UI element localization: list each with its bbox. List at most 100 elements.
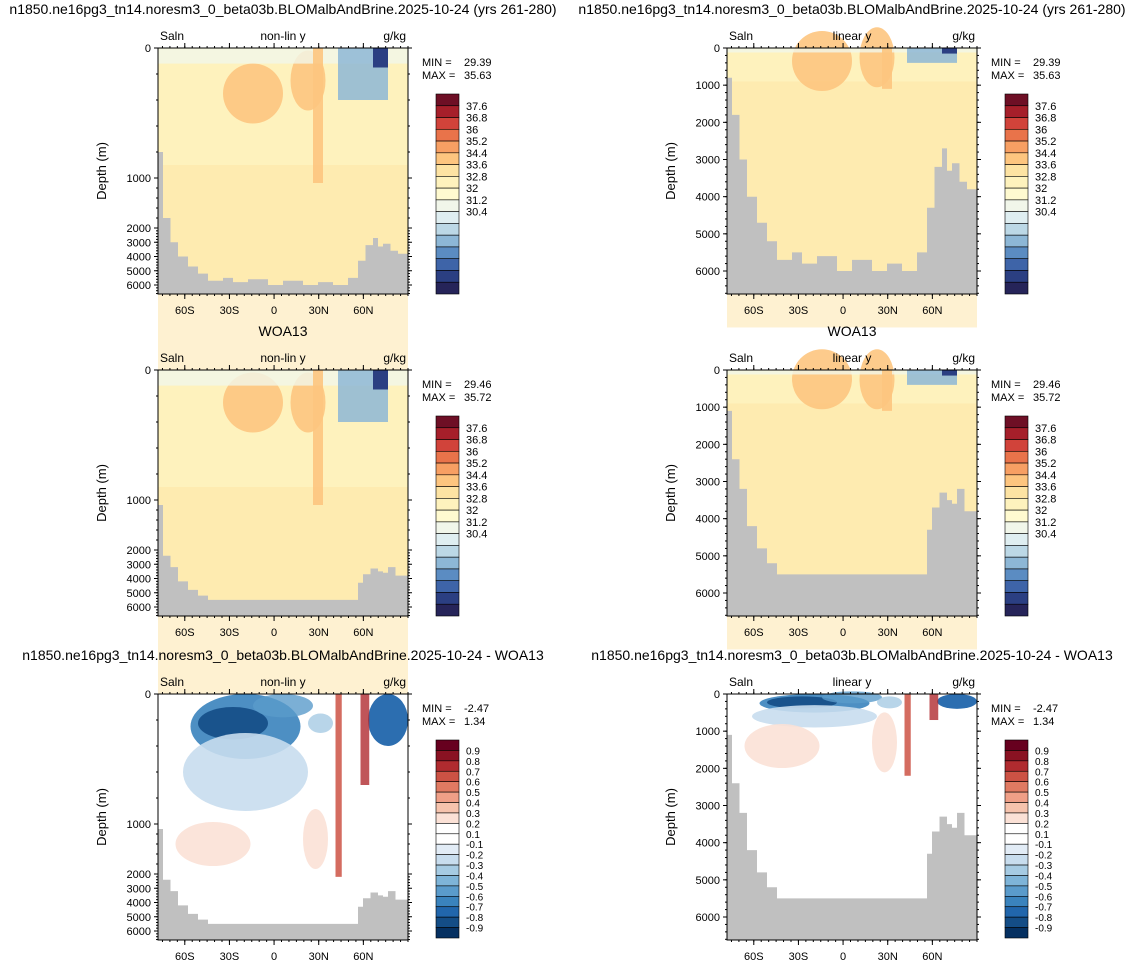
field-anomaly (175, 822, 251, 866)
field-layer (223, 372, 283, 433)
x-tick-label: 60S (175, 951, 195, 963)
colorbar-swatch (435, 164, 460, 177)
max-label: MAX = (422, 70, 455, 82)
colorbar-label: 0.3 (466, 809, 480, 820)
colorbar-label: 0.1 (1035, 830, 1049, 841)
y-axis-label: Depth (m) (94, 788, 109, 846)
y-tick-label: 6000 (696, 588, 720, 600)
variable-label: Saln (729, 351, 753, 365)
y-axis-label: Depth (m) (663, 788, 678, 846)
x-tick-label: 60S (744, 951, 764, 963)
colorbar-label: 35.2 (466, 136, 487, 148)
field-layer (223, 63, 283, 124)
colorbar-swatch (435, 450, 460, 464)
field-anomaly (744, 724, 820, 769)
colorbar-swatch (435, 580, 460, 593)
colorbar-swatch (435, 117, 460, 130)
colorbar-swatch (435, 211, 460, 224)
colorbar-swatch (435, 568, 460, 582)
plot-frame (726, 369, 978, 617)
yaxis-mode-label: non-lin y (260, 351, 305, 365)
colorbar-swatch (435, 833, 460, 845)
colorbar-label: -0.5 (1035, 882, 1053, 893)
y-tick-label: 5000 (696, 551, 720, 563)
field-anomaly (183, 733, 308, 811)
x-tick-label: 60N (353, 627, 373, 639)
colorbar-swatch (1004, 833, 1029, 845)
max-value: 1.34 (1033, 716, 1054, 728)
y-tick-label: 6000 (127, 926, 151, 938)
colorbar-label: 37.6 (1035, 101, 1056, 113)
colorbar-swatch (435, 439, 460, 452)
colorbar-label: 30.4 (466, 207, 487, 219)
field-layer (727, 48, 977, 53)
field-anomaly (877, 696, 902, 709)
colorbar-label: 32.8 (466, 171, 487, 183)
colorbar-swatch (1004, 760, 1029, 772)
colorbar-label: -0.2 (1035, 851, 1053, 862)
colorbar-label: -0.7 (1035, 903, 1053, 914)
colorbar-label: 35.2 (1035, 458, 1056, 470)
colorbar-swatch (1004, 781, 1029, 793)
colorbar-label: 34.4 (466, 148, 487, 160)
colorbar-swatch (435, 916, 460, 928)
min-value: -2.47 (464, 703, 489, 715)
field-anomaly (929, 694, 939, 721)
field-anomaly (253, 694, 313, 718)
max-value: 1.34 (464, 716, 485, 728)
colorbar-label: 0.5 (1035, 788, 1049, 799)
x-tick-label: 60N (353, 305, 373, 317)
colorbar-label: 32 (466, 505, 478, 517)
y-tick-label: 2000 (127, 223, 151, 235)
variable-label: Saln (160, 675, 184, 689)
y-tick-label: 4000 (696, 838, 720, 850)
colorbar-swatch (1004, 258, 1029, 271)
min-label: MIN = (991, 703, 1021, 715)
field-layer (792, 31, 852, 92)
colorbar-swatch (1004, 854, 1029, 866)
colorbar-swatch (1004, 812, 1029, 824)
colorbar-label: -0.1 (466, 840, 484, 851)
colorbar-label: 32.8 (466, 493, 487, 505)
colorbar-label: 0.8 (466, 757, 480, 768)
colorbar-swatch (1004, 864, 1029, 876)
colorbar-swatch (435, 760, 460, 772)
y-tick-label: 0 (145, 689, 151, 701)
colorbar-swatch (435, 603, 460, 617)
colorbar-label: 30.4 (1035, 207, 1056, 219)
colorbar-label: 36.8 (1035, 113, 1056, 125)
x-tick-label: 60N (922, 951, 942, 963)
x-tick-label: 30N (309, 305, 329, 317)
y-axis-label: Depth (m) (94, 142, 109, 200)
yaxis-mode-label: non-lin y (260, 675, 305, 689)
y-axis-label: Depth (m) (94, 464, 109, 522)
colorbar-swatch (435, 927, 460, 939)
colorbar-swatch (1004, 128, 1029, 142)
colorbar-swatch (1004, 896, 1029, 908)
x-tick-label: 60N (353, 951, 373, 963)
yaxis-mode-label: linear y (833, 351, 872, 365)
y-tick-label: 0 (714, 365, 720, 377)
colorbar-swatch (435, 812, 460, 824)
plot-frame (157, 369, 409, 617)
colorbar-swatch (435, 875, 460, 887)
colorbar-label: 0.3 (1035, 809, 1049, 820)
min-value: 29.46 (464, 379, 492, 391)
y-tick-label: 2000 (696, 439, 720, 451)
colorbar-label: 0.8 (1035, 757, 1049, 768)
field-layer (792, 349, 852, 410)
colorbar-swatch (435, 415, 460, 429)
field-layer (373, 48, 388, 68)
y-tick-label: 1000 (127, 173, 151, 185)
colorbar-swatch (1004, 770, 1029, 782)
colorbar-label: 31.2 (466, 517, 487, 529)
min-value: 29.39 (464, 57, 492, 69)
colorbar-swatch (1004, 509, 1029, 523)
colorbar-label: -0.2 (466, 851, 484, 862)
colorbar-swatch (435, 140, 460, 154)
y-tick-label: 1000 (127, 495, 151, 507)
colorbar-swatch (435, 281, 460, 295)
field-anomaly (198, 707, 268, 740)
colorbar-swatch (435, 533, 460, 546)
bathymetry-land (727, 410, 977, 616)
